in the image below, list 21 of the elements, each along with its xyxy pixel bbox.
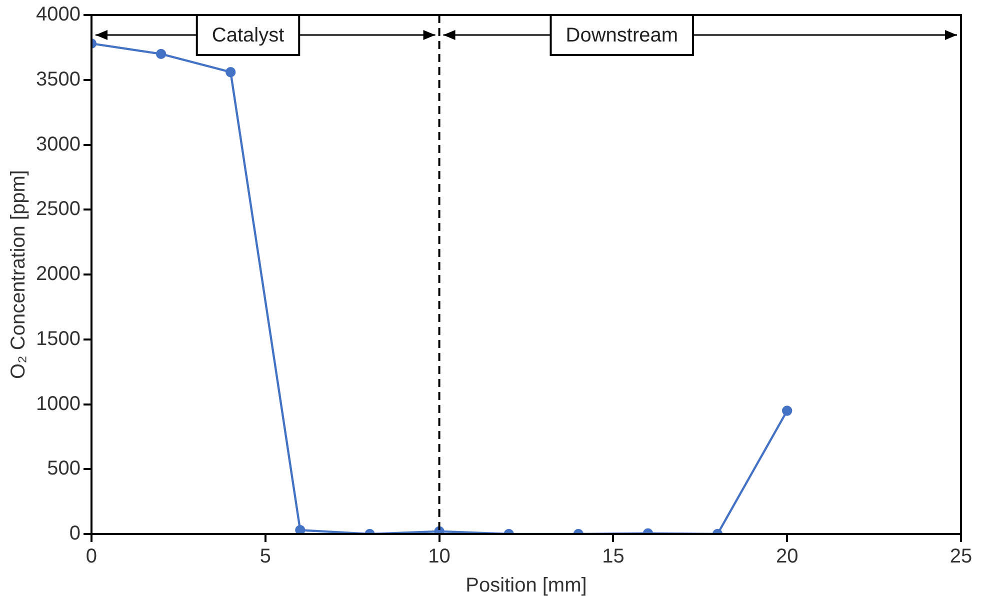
- y-tick-label: 500: [47, 458, 80, 480]
- x-tick-label: 0: [86, 546, 98, 568]
- x-tick-label: 10: [428, 546, 450, 568]
- y-tick-label: 3000: [36, 133, 80, 156]
- y-axis-title: O₂ Concentration [ppm]: [8, 170, 30, 379]
- x-tick-label: 5: [260, 546, 271, 568]
- y-tick-label: 0: [69, 522, 80, 545]
- annotation: Downstream: [566, 24, 678, 47]
- y-tick-label: 2000: [36, 263, 80, 286]
- y-tick-label: 2500: [36, 198, 80, 220]
- annotation: Catalyst: [212, 24, 285, 47]
- y-tick-label: 1000: [36, 392, 80, 415]
- x-tick-label: 25: [950, 546, 972, 568]
- x-tick-label: 15: [602, 546, 624, 568]
- x-tick-label: 20: [776, 546, 798, 568]
- x-axis-title: Position [mm]: [466, 574, 587, 597]
- y-tick-label: 4000: [36, 4, 80, 26]
- y-tick-label: 3500: [36, 68, 80, 90]
- point: [156, 48, 166, 60]
- y-tick-label: 1500: [36, 328, 80, 350]
- point: [226, 66, 236, 78]
